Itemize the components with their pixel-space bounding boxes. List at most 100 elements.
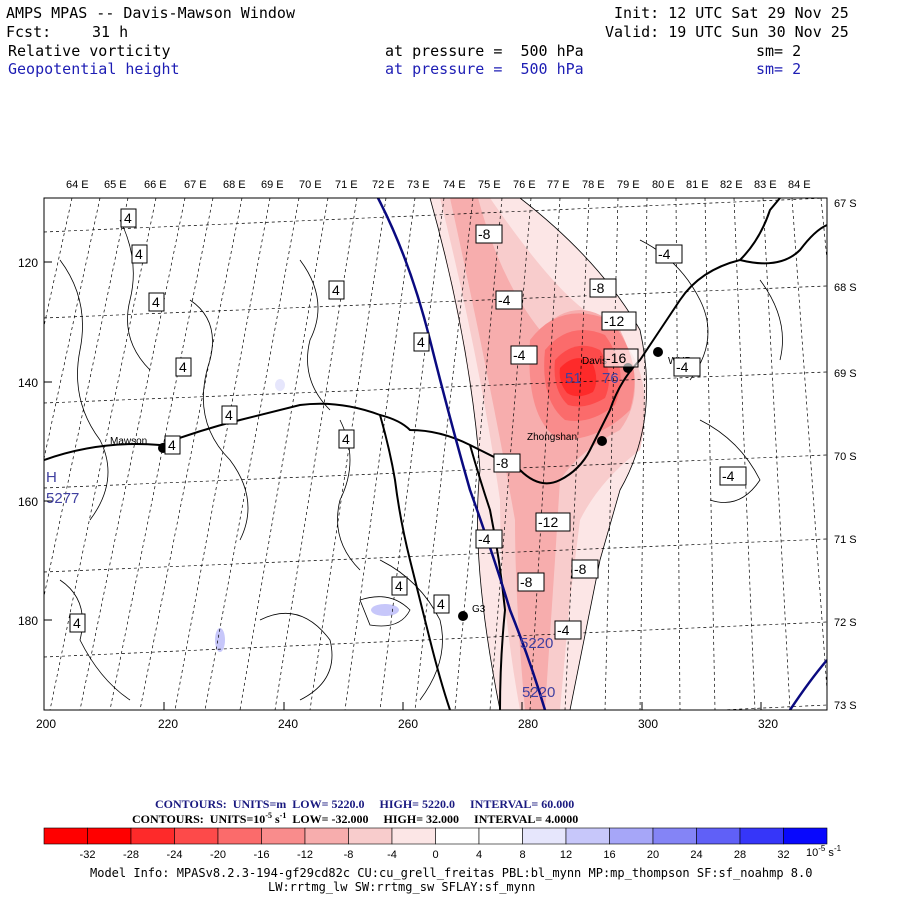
axis-ticks xyxy=(43,261,762,710)
svg-text:4: 4 xyxy=(73,615,81,631)
contour-label: 4 xyxy=(391,576,408,596)
map-title: AMPS MPAS -- Davis-Mawson Window xyxy=(6,4,295,22)
svg-text:-4: -4 xyxy=(478,531,491,547)
contour-label: -4 xyxy=(655,244,683,264)
contour-label: 4 xyxy=(164,435,181,455)
contour-label: -8 xyxy=(571,559,599,579)
contour-label: -8 xyxy=(475,224,503,244)
svg-text:-4: -4 xyxy=(557,622,570,638)
colorbar-tick-label: -24 xyxy=(167,849,183,861)
contour-label: 4 xyxy=(413,332,430,352)
contour-label: -4 xyxy=(475,529,503,549)
contour-label: 4 xyxy=(148,292,165,312)
contour-label: 4 xyxy=(120,208,137,228)
contour-label: 4 xyxy=(221,405,238,425)
colorbar-swatch xyxy=(43,827,88,845)
x-tick-label: 260 xyxy=(398,717,418,731)
colorbar-tick-label: 28 xyxy=(734,849,746,861)
station-g3-label: G3 xyxy=(472,604,486,615)
svg-text:-8: -8 xyxy=(574,561,587,577)
lon-label: 79 E xyxy=(617,179,640,191)
colorbar-tick-label: 24 xyxy=(690,849,702,861)
colorbar-swatch xyxy=(478,827,523,845)
lon-label: 64 E xyxy=(66,179,89,191)
map-plot-area xyxy=(44,198,827,710)
height-label: 5220 xyxy=(522,684,555,701)
high-marker: H xyxy=(46,469,57,486)
lon-label: 83 E xyxy=(754,179,777,191)
model-info-line1: Model Info: MPASv8.2.3-194-gf29cd82c CU:… xyxy=(90,866,813,880)
colorbar-swatch xyxy=(609,827,654,845)
map-frame xyxy=(43,197,828,711)
colorbar-swatch xyxy=(348,827,393,845)
y-tick-label: 160 xyxy=(18,495,38,509)
colorbar-tick-label: -20 xyxy=(210,849,226,861)
parallel-lines xyxy=(44,198,827,710)
latitude-labels: 67 S 68 S 69 S 70 S 71 S 72 S 73 S xyxy=(834,198,857,712)
colorbar-units: 10-5 s-1 xyxy=(806,844,842,859)
x-tick-label: 320 xyxy=(758,717,778,731)
contour-label: -8 xyxy=(493,453,521,473)
height-contour-5220 xyxy=(376,198,547,710)
svg-text:-4: -4 xyxy=(722,468,735,484)
x-tick-label: 300 xyxy=(638,717,658,731)
svg-text:-4: -4 xyxy=(658,246,671,262)
svg-text:-8: -8 xyxy=(520,574,533,590)
colorbar-swatch xyxy=(217,827,262,845)
contour-label: -4 xyxy=(673,357,701,377)
colorbar-swatch xyxy=(130,827,175,845)
colorbar-swatch xyxy=(783,827,828,845)
lat-label: 71 S xyxy=(834,534,857,546)
svg-text:4: 4 xyxy=(168,437,176,453)
colorbar-tick-label: 32 xyxy=(777,849,789,861)
height-contour-5220-east xyxy=(788,659,827,710)
lon-label: 84 E xyxy=(788,179,811,191)
lon-label: 68 E xyxy=(223,179,246,191)
svg-text:-12: -12 xyxy=(538,514,558,530)
svg-text:4: 4 xyxy=(417,334,425,350)
lon-label: 71 E xyxy=(335,179,358,191)
contour-label: -4 xyxy=(495,290,523,310)
colorbar-swatch xyxy=(435,827,480,845)
lon-label: 78 E xyxy=(582,179,605,191)
svg-text:4: 4 xyxy=(395,578,403,594)
contour-label: 4 xyxy=(175,357,192,377)
lon-label: 77 E xyxy=(547,179,570,191)
colorbar xyxy=(43,827,828,845)
x-tick-label: 280 xyxy=(518,717,538,731)
model-info-line2: LW:rrtmg_lw SW:rrtmg_sw SFLAY:sf_mynn xyxy=(268,880,536,894)
lon-label: 70 E xyxy=(299,179,322,191)
svg-text:-8: -8 xyxy=(478,226,491,242)
field1-name: Relative vorticity xyxy=(8,42,171,60)
contour-label: -8 xyxy=(517,572,545,592)
lon-label: 66 E xyxy=(144,179,167,191)
contour-label: -4 xyxy=(554,620,582,640)
colorbar-tick-label: 8 xyxy=(519,849,525,861)
svg-text:4: 4 xyxy=(225,407,233,423)
lon-label: 75 E xyxy=(478,179,501,191)
svg-text:4: 4 xyxy=(124,210,132,226)
colorbar-swatch xyxy=(261,827,306,845)
svg-text:4: 4 xyxy=(152,294,160,310)
field2-level: at pressure = 500 hPa xyxy=(385,60,584,78)
colorbar-labels: -32 -28 -24 -20 -16 -12 -8 -4 0 4 8 12 16 20 24 28 32 xyxy=(80,849,790,861)
colorbar-tick-label: 0 xyxy=(432,849,438,861)
contour-label: -16 xyxy=(603,348,639,368)
field2-smoothing: sm= 2 xyxy=(756,60,802,78)
vorticity-contour-legend: CONTOURS: UNITS=10-5 s-1 LOW= -32.000 HI… xyxy=(132,811,579,826)
svg-text:4: 4 xyxy=(342,431,350,447)
lat-label: 68 S xyxy=(834,282,857,294)
svg-text:4: 4 xyxy=(332,282,340,298)
y-tick-label: 140 xyxy=(18,376,38,390)
field1-smoothing: sm= 2 xyxy=(756,42,802,60)
y-axis-labels: 120 140 160 180 xyxy=(18,256,38,628)
colorbar-swatch xyxy=(522,827,567,845)
station-whp-dot xyxy=(653,347,663,357)
lon-label: 80 E xyxy=(652,179,675,191)
valid-time: Valid: 19 UTC Sun 30 Nov 25 xyxy=(605,23,849,41)
lon-label: 65 E xyxy=(104,179,127,191)
y-tick-label: 180 xyxy=(18,614,38,628)
low-value: 51 xyxy=(565,370,582,387)
colorbar-swatch xyxy=(739,827,784,845)
